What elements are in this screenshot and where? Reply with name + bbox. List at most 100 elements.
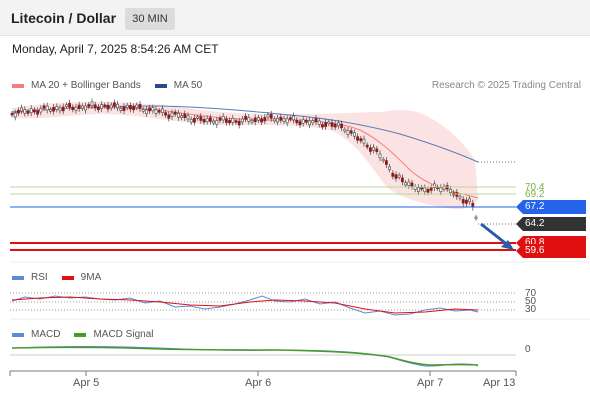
candle-body [346,130,350,135]
candle-body [324,122,328,127]
candle-body [116,103,120,109]
candlesticks [10,98,478,221]
rsi-ma-line [11,296,479,314]
candle-body [151,107,155,112]
forecast-arrow [480,222,510,248]
candle-body [202,119,206,123]
rsi-level-50-label: 50 [525,296,537,307]
candle-body [189,119,193,123]
candle-body [138,104,142,109]
candle-body [260,118,264,123]
candle-body [177,112,180,118]
candle-body [205,118,209,122]
rsi-ma-legend-label: 9MA [80,272,102,283]
candle-body [285,118,289,124]
interval-button[interactable]: 30 MIN [125,8,175,30]
bollinger-swatch [12,83,24,88]
candle-body [272,118,276,122]
x-axis-label-apr6: Apr 6 [245,377,272,389]
price-legend: MA 20 + Bollinger Bands MA 50 [12,80,202,91]
candle-body [276,117,280,123]
candle-body [241,118,244,123]
candle-body [314,118,318,123]
candle-body [167,114,171,119]
rsi-swatch [12,275,24,280]
candle-body [298,121,302,126]
candle-body [365,144,369,148]
candle-body [218,117,222,121]
candle-body [423,187,427,192]
candle-body [394,174,398,179]
candle-body [234,120,238,123]
candle-body [231,118,235,123]
last-price-tag: 64.2 [516,217,586,231]
candle-body [448,188,452,194]
candle-body [84,105,88,111]
candle-body [29,108,33,113]
resistance-label-2: 69.2 [525,189,545,200]
candle-body [157,110,161,113]
candle-body [378,153,382,159]
macd-signal-legend-label: MACD Signal [93,329,154,340]
candle-body [407,181,411,186]
candle-body [10,113,14,116]
candle-body [388,166,392,170]
candle-body [237,120,241,126]
candle-body [215,120,219,125]
candle-body [311,120,315,124]
candle-body [65,104,68,107]
rsi-line [11,295,479,316]
candle-body [141,109,145,112]
candle-body [129,105,132,110]
candle-body [295,119,299,124]
candle-body [461,199,465,204]
candle-body [253,117,257,123]
candle-body [20,107,24,112]
candle-body [359,138,363,142]
candle-body [464,199,468,204]
candle-body [61,106,65,112]
candle-body [221,116,225,121]
ma50-legend-label: MA 50 [173,80,203,91]
candle-body [164,112,168,116]
candle-body [266,114,270,118]
candle-body [68,103,72,108]
candle-body [186,115,190,120]
candle-body [439,187,443,193]
candle-body [148,107,152,112]
candle-body [474,216,478,219]
x-axis-label-apr7: Apr 7 [417,377,444,389]
candle-body [343,128,347,132]
rsi-level-30-label: 30 [525,304,537,315]
x-axis-label-apr13: Apr 13 [483,377,516,389]
candle-body [391,172,395,177]
candle-body [26,111,30,114]
candle-body [100,104,104,109]
candle-body [327,121,331,125]
candle-body [132,106,136,111]
candle-body [161,108,164,114]
candle-body [58,107,62,112]
candle-body [426,188,430,193]
candle-body [39,108,43,113]
candle-body [36,110,40,115]
candle-body [77,104,81,109]
candle-body [340,123,344,129]
candle-body [48,109,52,112]
candle-body [410,182,414,187]
candle-body [212,120,216,124]
macd-legend: MACD MACD Signal [12,329,153,340]
rsi-level-70-label: 70 [525,288,537,299]
credit-text: Research © 2025 Trading Central [431,80,581,91]
bollinger-legend-label: MA 20 + Bollinger Bands [31,80,141,91]
bollinger-band [12,101,478,210]
candle-body [32,109,36,113]
candle-body [225,118,228,123]
candle-body [183,113,187,118]
candle-body [103,104,107,107]
candle-body [256,117,260,121]
x-axis-label-apr5: Apr 5 [73,377,100,389]
candle-body [336,122,340,127]
candle-body [45,105,49,111]
